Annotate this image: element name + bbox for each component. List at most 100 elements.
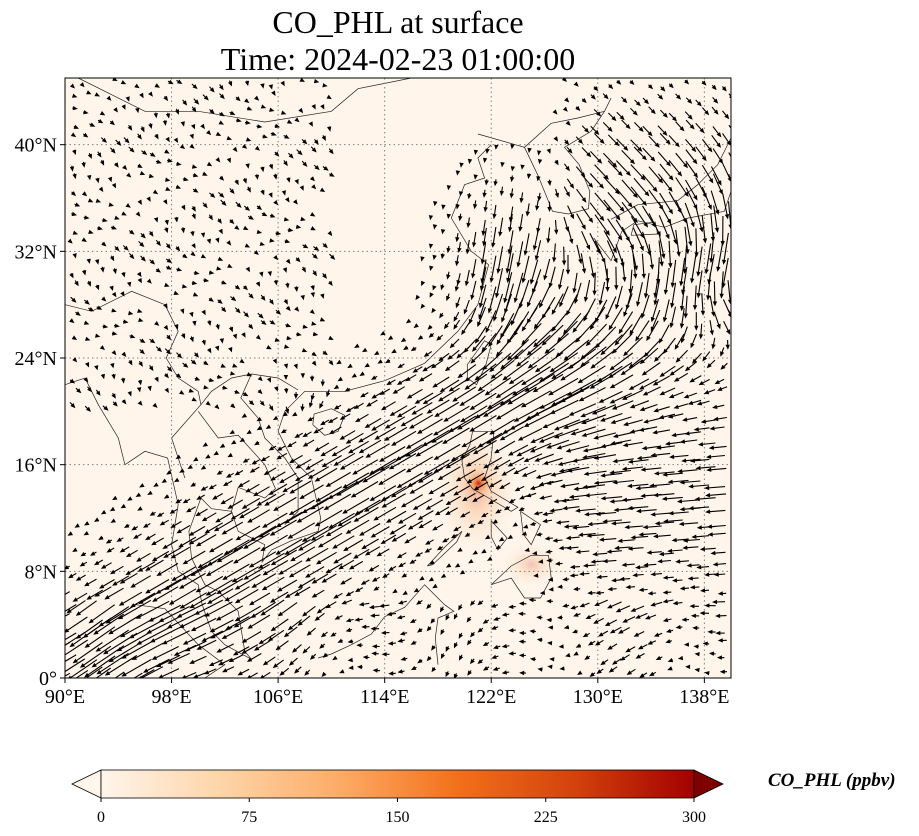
- wind-arrow: [245, 266, 250, 273]
- wind-arrow: [656, 257, 661, 284]
- wind-arrow: [537, 150, 542, 156]
- wind-arrow: [547, 201, 552, 212]
- wind-arrow: [234, 605, 262, 622]
- wind-arrow: [454, 563, 461, 568]
- wind-arrow: [695, 122, 705, 134]
- wind-arrow: [145, 559, 164, 571]
- wind-arrow: [83, 299, 90, 305]
- wind-arrow: [542, 511, 554, 517]
- wind-arrow: [557, 615, 563, 620]
- wind-arrow: [202, 94, 209, 101]
- wind-arrow: [440, 229, 446, 235]
- wind-arrow: [353, 548, 370, 559]
- wind-arrow: [615, 285, 623, 310]
- wind-arrow: [151, 550, 170, 562]
- wind-arrow: [191, 280, 198, 286]
- wind-arrow: [630, 107, 638, 116]
- wind-arrow: [116, 537, 124, 542]
- wind-arrow: [285, 323, 292, 328]
- coastline-palawan: [427, 531, 463, 567]
- wind-arrow: [246, 372, 252, 377]
- wind-arrow: [652, 375, 670, 386]
- wind-arrow: [720, 362, 728, 370]
- wind-arrow: [594, 164, 609, 180]
- wind-arrow: [482, 641, 490, 647]
- wind-arrow: [494, 144, 499, 150]
- wind-arrow: [660, 86, 666, 92]
- wind-arrow: [329, 253, 336, 260]
- wind-arrow: [260, 189, 265, 196]
- wind-arrow: [464, 373, 488, 390]
- wind-arrow: [260, 534, 288, 552]
- wind-arrow: [438, 387, 460, 402]
- wind-arrow: [440, 653, 446, 659]
- wind-arrow: [316, 605, 329, 614]
- wind-arrow: [299, 78, 305, 82]
- wind-arrow: [642, 125, 653, 137]
- wind-arrow: [443, 405, 470, 422]
- wind-arrow: [256, 229, 263, 234]
- wind-arrow: [232, 333, 237, 340]
- wind-arrow: [202, 202, 208, 209]
- wind-arrow: [74, 523, 80, 528]
- wind-arrow: [472, 231, 477, 248]
- wind-arrow: [467, 670, 472, 676]
- wind-arrow: [294, 432, 303, 438]
- wind-arrow: [658, 215, 670, 240]
- wind-arrow: [372, 668, 381, 673]
- wind-arrow: [128, 310, 134, 316]
- wind-arrow: [689, 585, 700, 590]
- wind-arrow: [501, 467, 516, 476]
- wind-arrow: [245, 483, 260, 493]
- wind-arrow: [582, 452, 606, 460]
- wind-arrow: [668, 83, 674, 89]
- wind-arrow: [488, 498, 498, 505]
- wind-arrow: [99, 345, 105, 350]
- wind-arrow: [660, 109, 668, 118]
- wind-arrow: [348, 665, 354, 670]
- wind-arrow: [389, 405, 408, 416]
- wind-arrow: [333, 552, 352, 564]
- wind-vector-field: [65, 78, 731, 678]
- wind-arrow: [347, 363, 353, 369]
- wind-arrow: [333, 384, 340, 390]
- wind-arrow: [551, 293, 564, 315]
- wind-arrow: [619, 576, 631, 582]
- wind-arrow: [576, 213, 586, 230]
- wind-arrow: [332, 655, 338, 661]
- wind-arrow: [548, 377, 579, 396]
- wind-arrow: [409, 414, 434, 429]
- wind-arrow: [376, 548, 390, 557]
- wind-arrow: [369, 604, 380, 610]
- wind-arrow: [696, 246, 703, 277]
- wind-arrow: [616, 138, 629, 151]
- wind-arrow: [509, 414, 537, 430]
- wind-arrow: [415, 440, 443, 457]
- lon-tick-label: 122°E: [466, 686, 516, 708]
- wind-arrow: [249, 466, 260, 473]
- wind-arrow: [74, 280, 79, 287]
- wind-arrow: [313, 79, 320, 84]
- wind-arrow: [65, 616, 88, 633]
- wind-arrow: [283, 626, 298, 638]
- wind-arrow: [228, 654, 244, 663]
- wind-arrow: [231, 566, 259, 583]
- wind-arrow: [533, 511, 543, 516]
- wind-arrow: [268, 483, 288, 495]
- wind-arrow: [301, 138, 308, 145]
- wind-arrow: [513, 466, 528, 475]
- wind-arrow: [675, 624, 683, 630]
- wind-arrow: [305, 547, 329, 562]
- wind-arrow: [250, 601, 276, 618]
- wind-arrow: [493, 616, 501, 621]
- wind-arrow: [319, 643, 326, 649]
- wind-arrow: [192, 173, 199, 178]
- wind-arrow: [589, 173, 604, 189]
- wind-arrow: [314, 467, 338, 482]
- wind-arrow: [216, 643, 234, 653]
- wind-arrow: [354, 617, 363, 622]
- wind-arrow: [94, 586, 112, 597]
- wind-arrow: [685, 139, 697, 153]
- wind-arrow: [65, 658, 86, 673]
- wind-arrow: [371, 375, 378, 380]
